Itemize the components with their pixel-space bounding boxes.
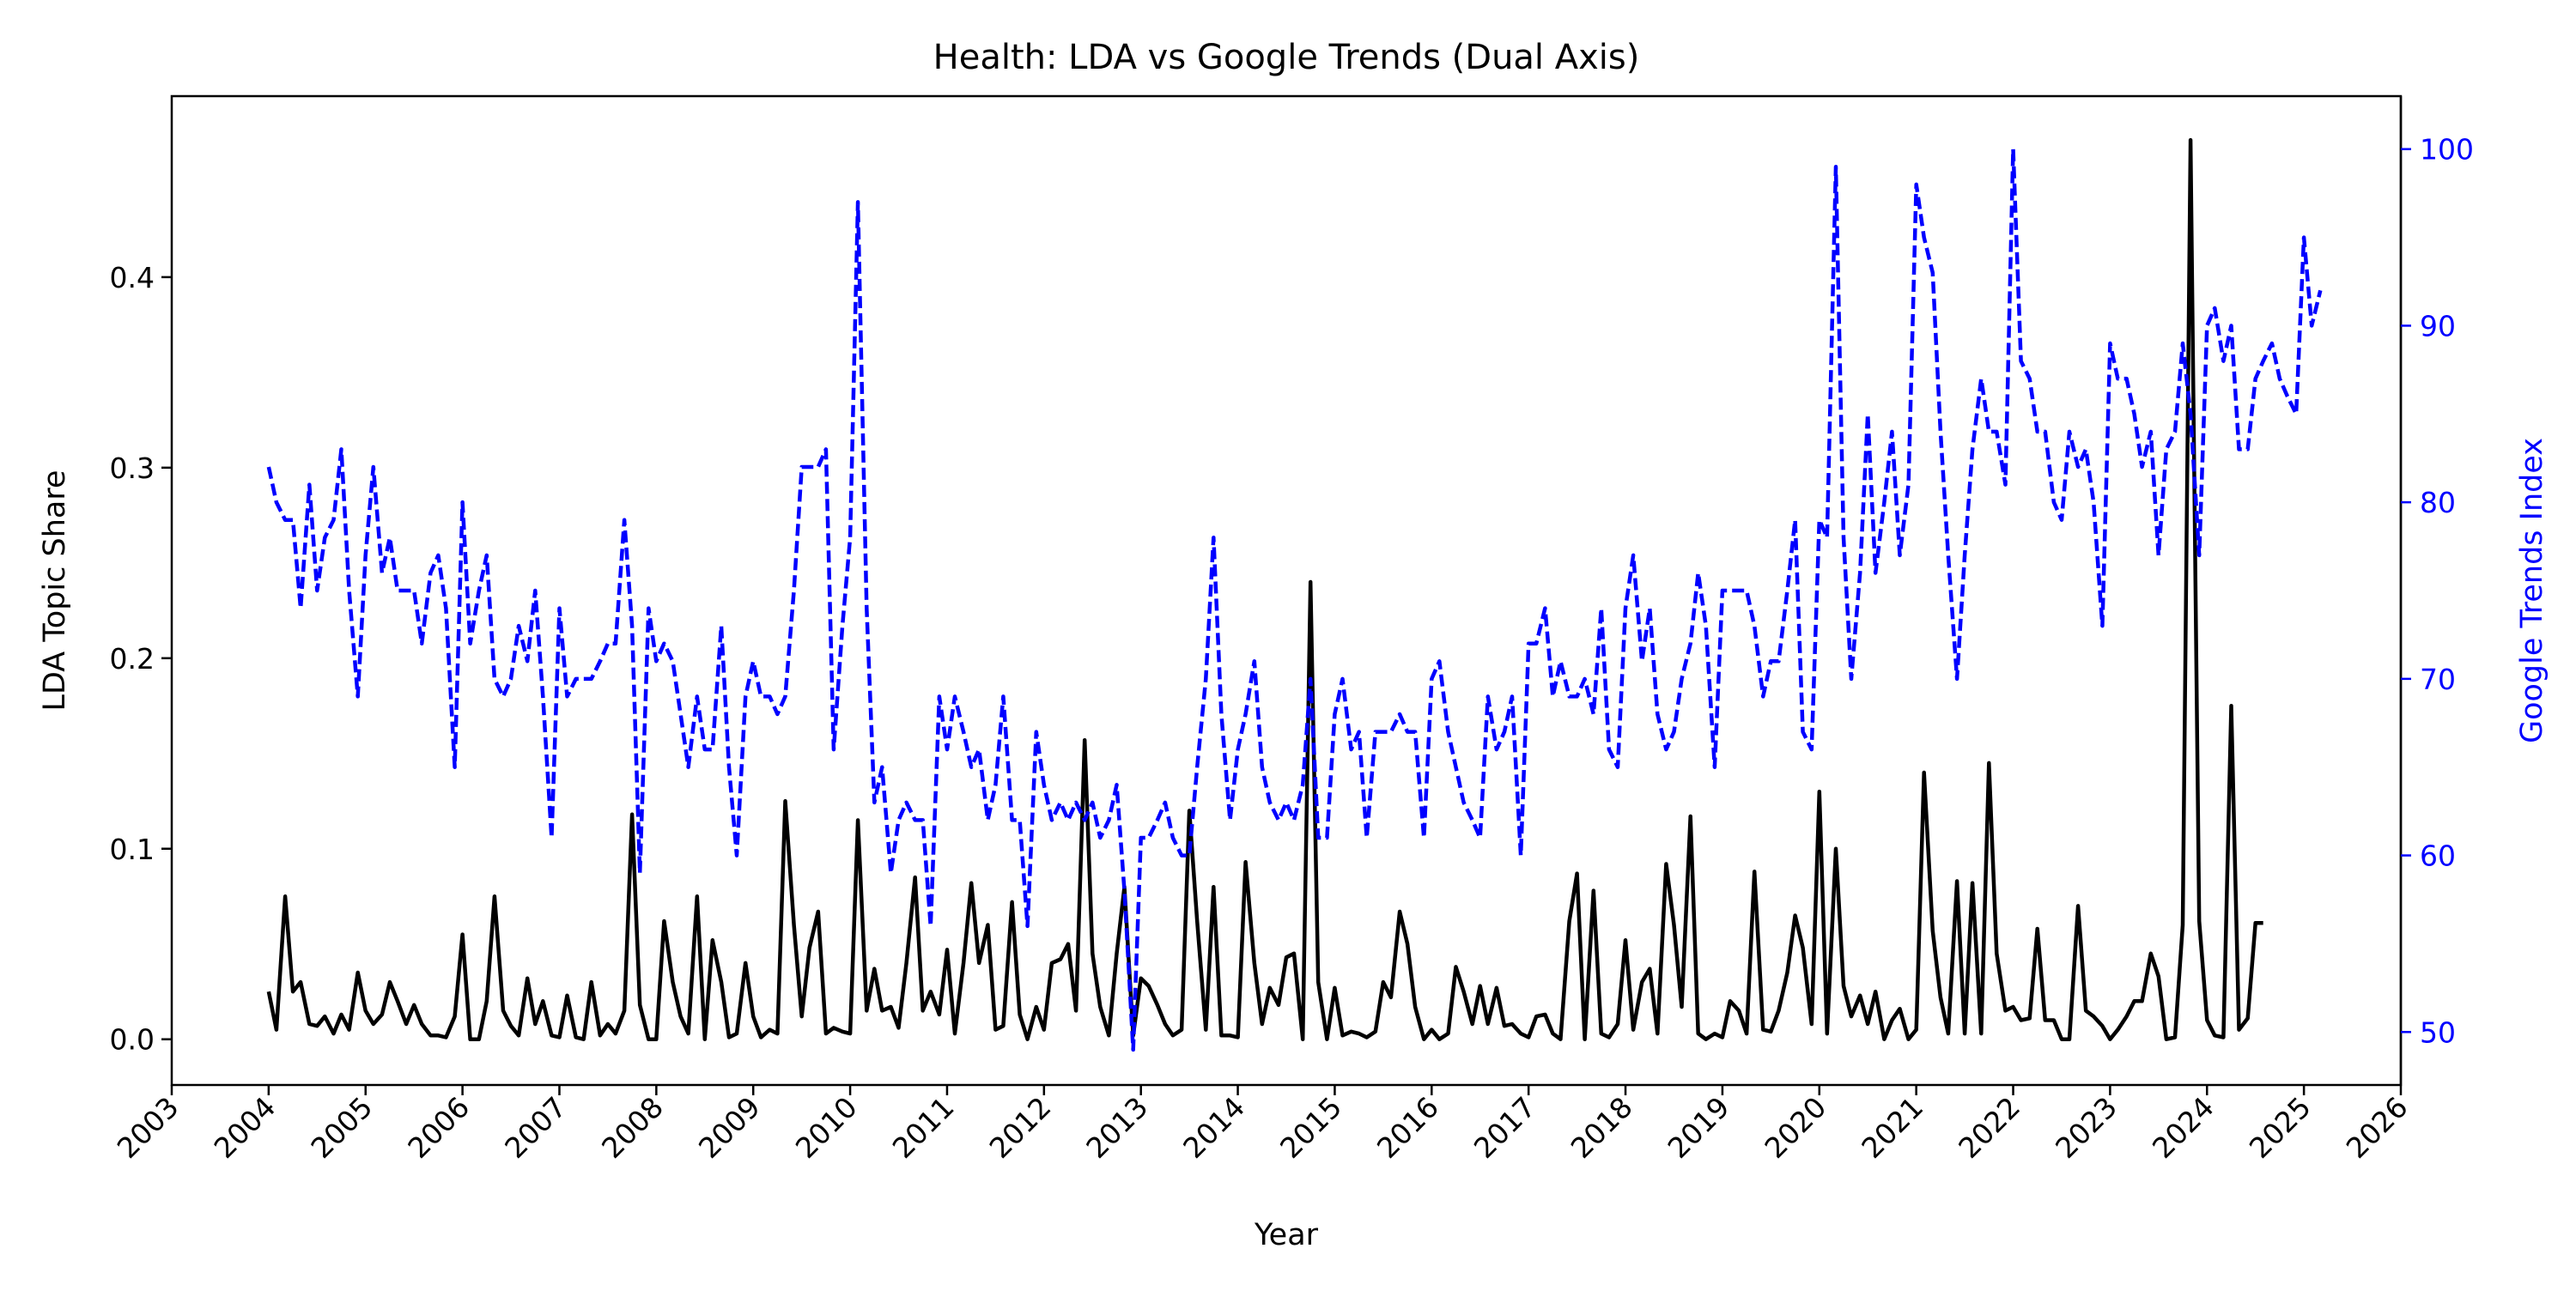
x-tick-label: 2022: [1952, 1090, 2026, 1165]
x-tick-label: 2018: [1564, 1090, 1639, 1165]
y-right-tick-label: 70: [2420, 663, 2456, 696]
x-tick-label: 2025: [2243, 1090, 2318, 1165]
y-right-tick-label: 60: [2420, 839, 2456, 873]
chart-title: Health: LDA vs Google Trends (Dual Axis): [933, 38, 1640, 77]
google-trends-line: [266, 147, 2323, 1052]
x-tick-label: 2019: [1662, 1090, 1736, 1165]
x-tick-label: 2005: [304, 1090, 379, 1165]
y-right-tick-label: 100: [2420, 133, 2474, 167]
x-tick-label: 2026: [2340, 1090, 2415, 1165]
x-tick-label: 2023: [2049, 1090, 2123, 1165]
x-tick-label: 2013: [1079, 1090, 1154, 1165]
x-tick-label: 2016: [1370, 1090, 1445, 1165]
x-tick-label: 2011: [886, 1090, 961, 1165]
y-right-tick-label: 80: [2420, 486, 2456, 519]
x-tick-label: 2008: [595, 1090, 670, 1165]
y-right-tick-label: 50: [2420, 1015, 2456, 1049]
x-tick-label: 2012: [983, 1090, 1058, 1165]
plot-frame: [170, 94, 2403, 1087]
y-axis-right-label: Google Trends Index: [2515, 438, 2549, 743]
y-left-tick-label: 0.4: [110, 261, 155, 294]
x-tick-label: 2020: [1758, 1090, 1832, 1165]
x-tick-label: 2014: [1176, 1090, 1251, 1165]
y-right-tick-label: 90: [2420, 309, 2456, 342]
y-left-tick-label: 0.0: [110, 1023, 155, 1057]
x-tick-label: 2010: [789, 1090, 864, 1165]
x-tick-label: 2004: [208, 1090, 283, 1165]
y-left-tick-label: 0.3: [110, 452, 155, 485]
x-tick-label: 2009: [692, 1090, 767, 1165]
lda-topic-share-line: [266, 137, 2263, 1041]
x-axis-label: Year: [1254, 1218, 1319, 1252]
plot-area: 2003 2004 2005 2006 2007 2008 2009 2010 2011 2012…: [110, 94, 2474, 1165]
x-tick-label: 2021: [1855, 1090, 1929, 1165]
x-tick-label: 2015: [1273, 1090, 1348, 1165]
x-tick-label: 2024: [2146, 1090, 2221, 1165]
y-left-tick-label: 0.1: [110, 833, 155, 866]
x-tick-label: 2017: [1467, 1090, 1542, 1165]
x-tick-label: 2003: [111, 1090, 185, 1165]
x-tick-label: 2007: [498, 1090, 573, 1165]
y-left-tick-label: 0.2: [110, 642, 155, 676]
x-tick-label: 2006: [401, 1090, 476, 1165]
y-axis-left-label: LDA Topic Share: [38, 470, 72, 711]
